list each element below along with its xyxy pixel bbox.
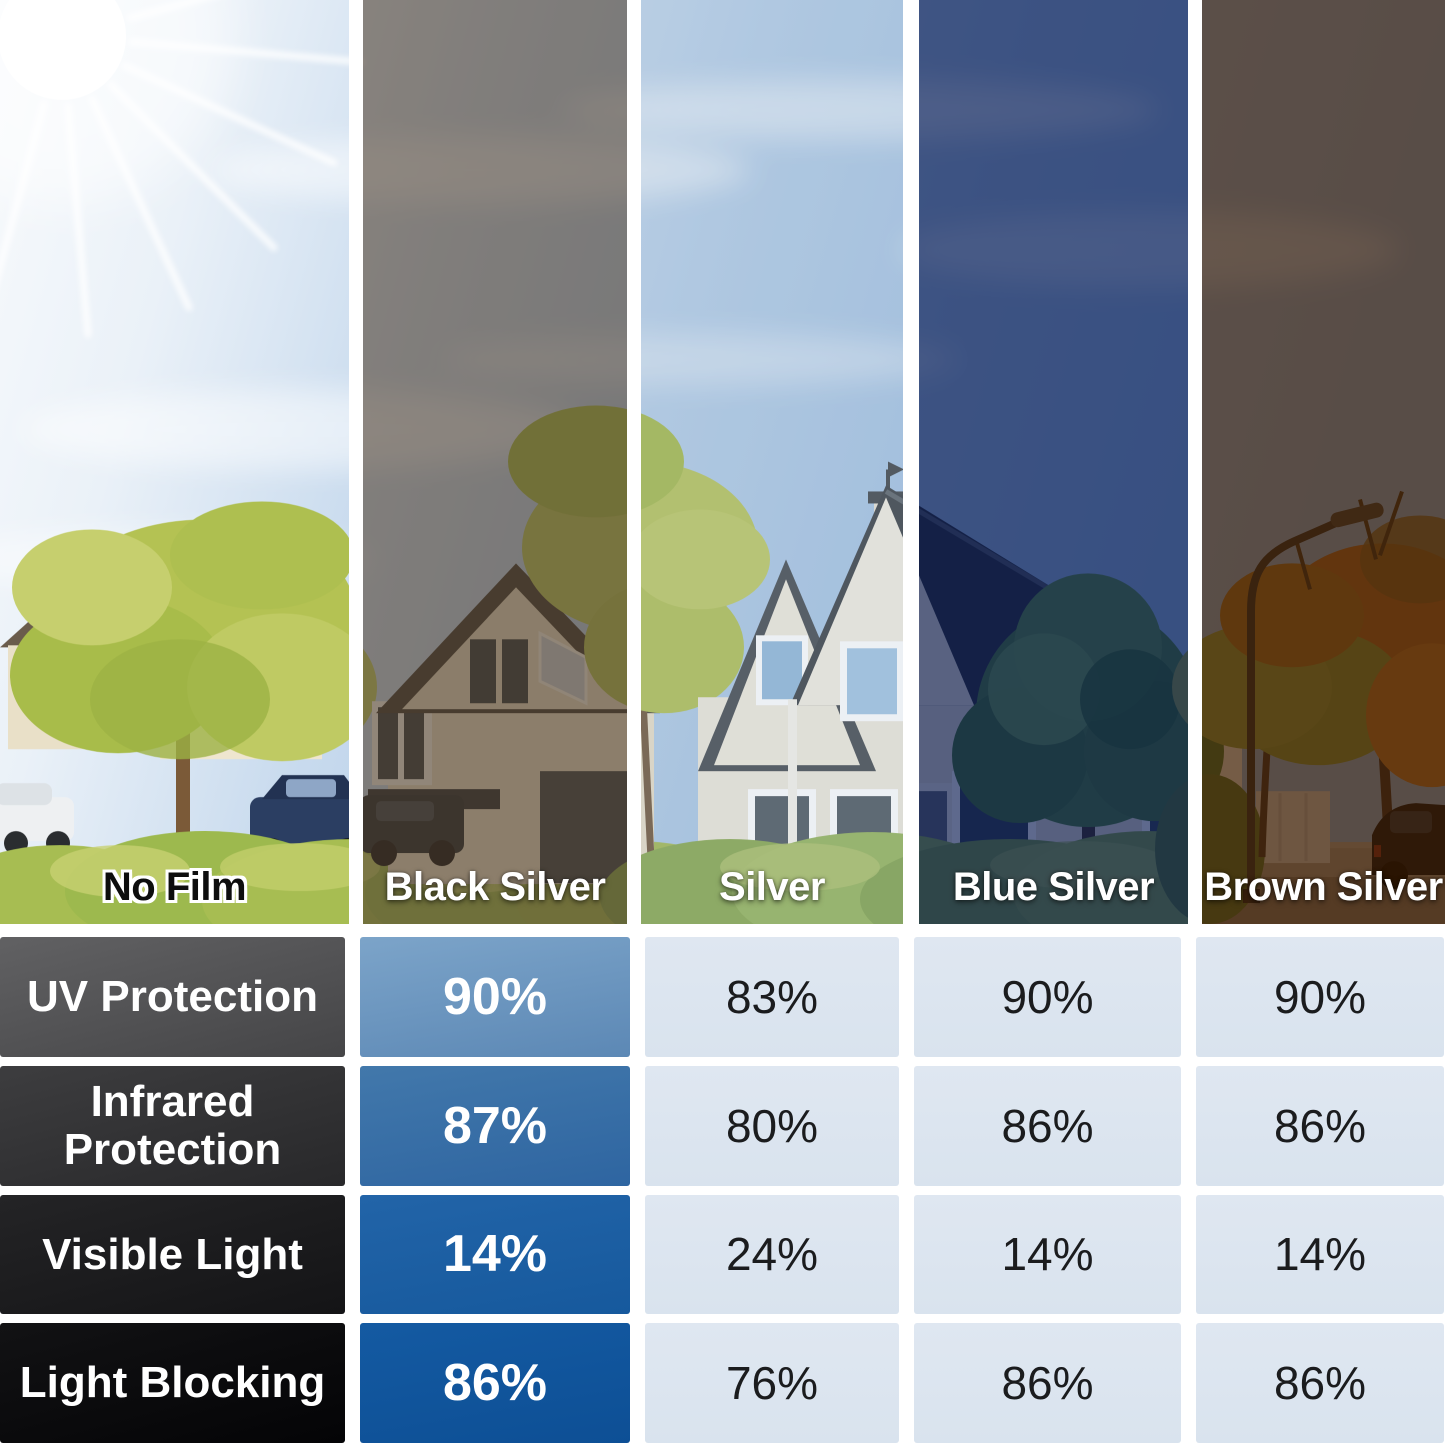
cell-blue-silver-infrared: 86% bbox=[914, 1065, 1181, 1186]
panel-label-blue-silver: Blue Silver bbox=[952, 865, 1155, 909]
cell-blue-silver-uv: 90% bbox=[914, 937, 1181, 1057]
photo-panel-black-silver: Black Silver bbox=[363, 0, 627, 924]
comparison-table: UV Protection 90% 83% 90% 90% Infrared P… bbox=[0, 937, 1444, 1443]
tint-overlay-brown-silver bbox=[1202, 0, 1445, 924]
row-label-uv-protection: UV Protection bbox=[0, 937, 345, 1057]
tint-overlay-silver bbox=[641, 0, 903, 924]
row-label-light-blocking: Light Blocking bbox=[0, 1323, 345, 1443]
cell-blue-silver-light-blocking: 86% bbox=[914, 1323, 1181, 1443]
panel-label-no-film: No Film bbox=[102, 865, 247, 909]
cell-black-silver-infrared: 87% bbox=[360, 1065, 630, 1186]
cell-silver-uv: 83% bbox=[645, 937, 899, 1057]
panel-label-black-silver: Black Silver bbox=[384, 865, 606, 909]
cell-brown-silver-uv: 90% bbox=[1196, 937, 1444, 1057]
photo-panel-brown-silver: Brown Silver bbox=[1202, 0, 1445, 924]
cell-black-silver-visible-light: 14% bbox=[360, 1194, 630, 1315]
tint-overlay-black-silver bbox=[363, 0, 627, 924]
photo-panel-silver: Silver bbox=[641, 0, 903, 924]
cell-brown-silver-light-blocking: 86% bbox=[1196, 1323, 1444, 1443]
cell-blue-silver-visible-light: 14% bbox=[914, 1194, 1181, 1315]
photo-panel-blue-silver: Blue Silver bbox=[919, 0, 1188, 924]
photo-panel-no-film: No Film bbox=[0, 0, 349, 924]
cell-brown-silver-visible-light: 14% bbox=[1196, 1194, 1444, 1315]
cell-brown-silver-infrared: 86% bbox=[1196, 1065, 1444, 1186]
cell-silver-visible-light: 24% bbox=[645, 1194, 899, 1315]
tint-overlay-blue-silver bbox=[919, 0, 1188, 924]
tint-overlay-none bbox=[0, 0, 349, 924]
row-label-infrared-protection: Infrared Protection bbox=[0, 1065, 345, 1186]
cell-black-silver-uv: 90% bbox=[360, 937, 630, 1057]
cell-silver-infrared: 80% bbox=[645, 1065, 899, 1186]
panel-label-brown-silver: Brown Silver bbox=[1204, 865, 1443, 909]
panel-label-silver: Silver bbox=[719, 865, 825, 909]
cell-black-silver-light-blocking: 86% bbox=[360, 1323, 630, 1443]
row-label-visible-light: Visible Light bbox=[0, 1194, 345, 1315]
cell-silver-light-blocking: 76% bbox=[645, 1323, 899, 1443]
